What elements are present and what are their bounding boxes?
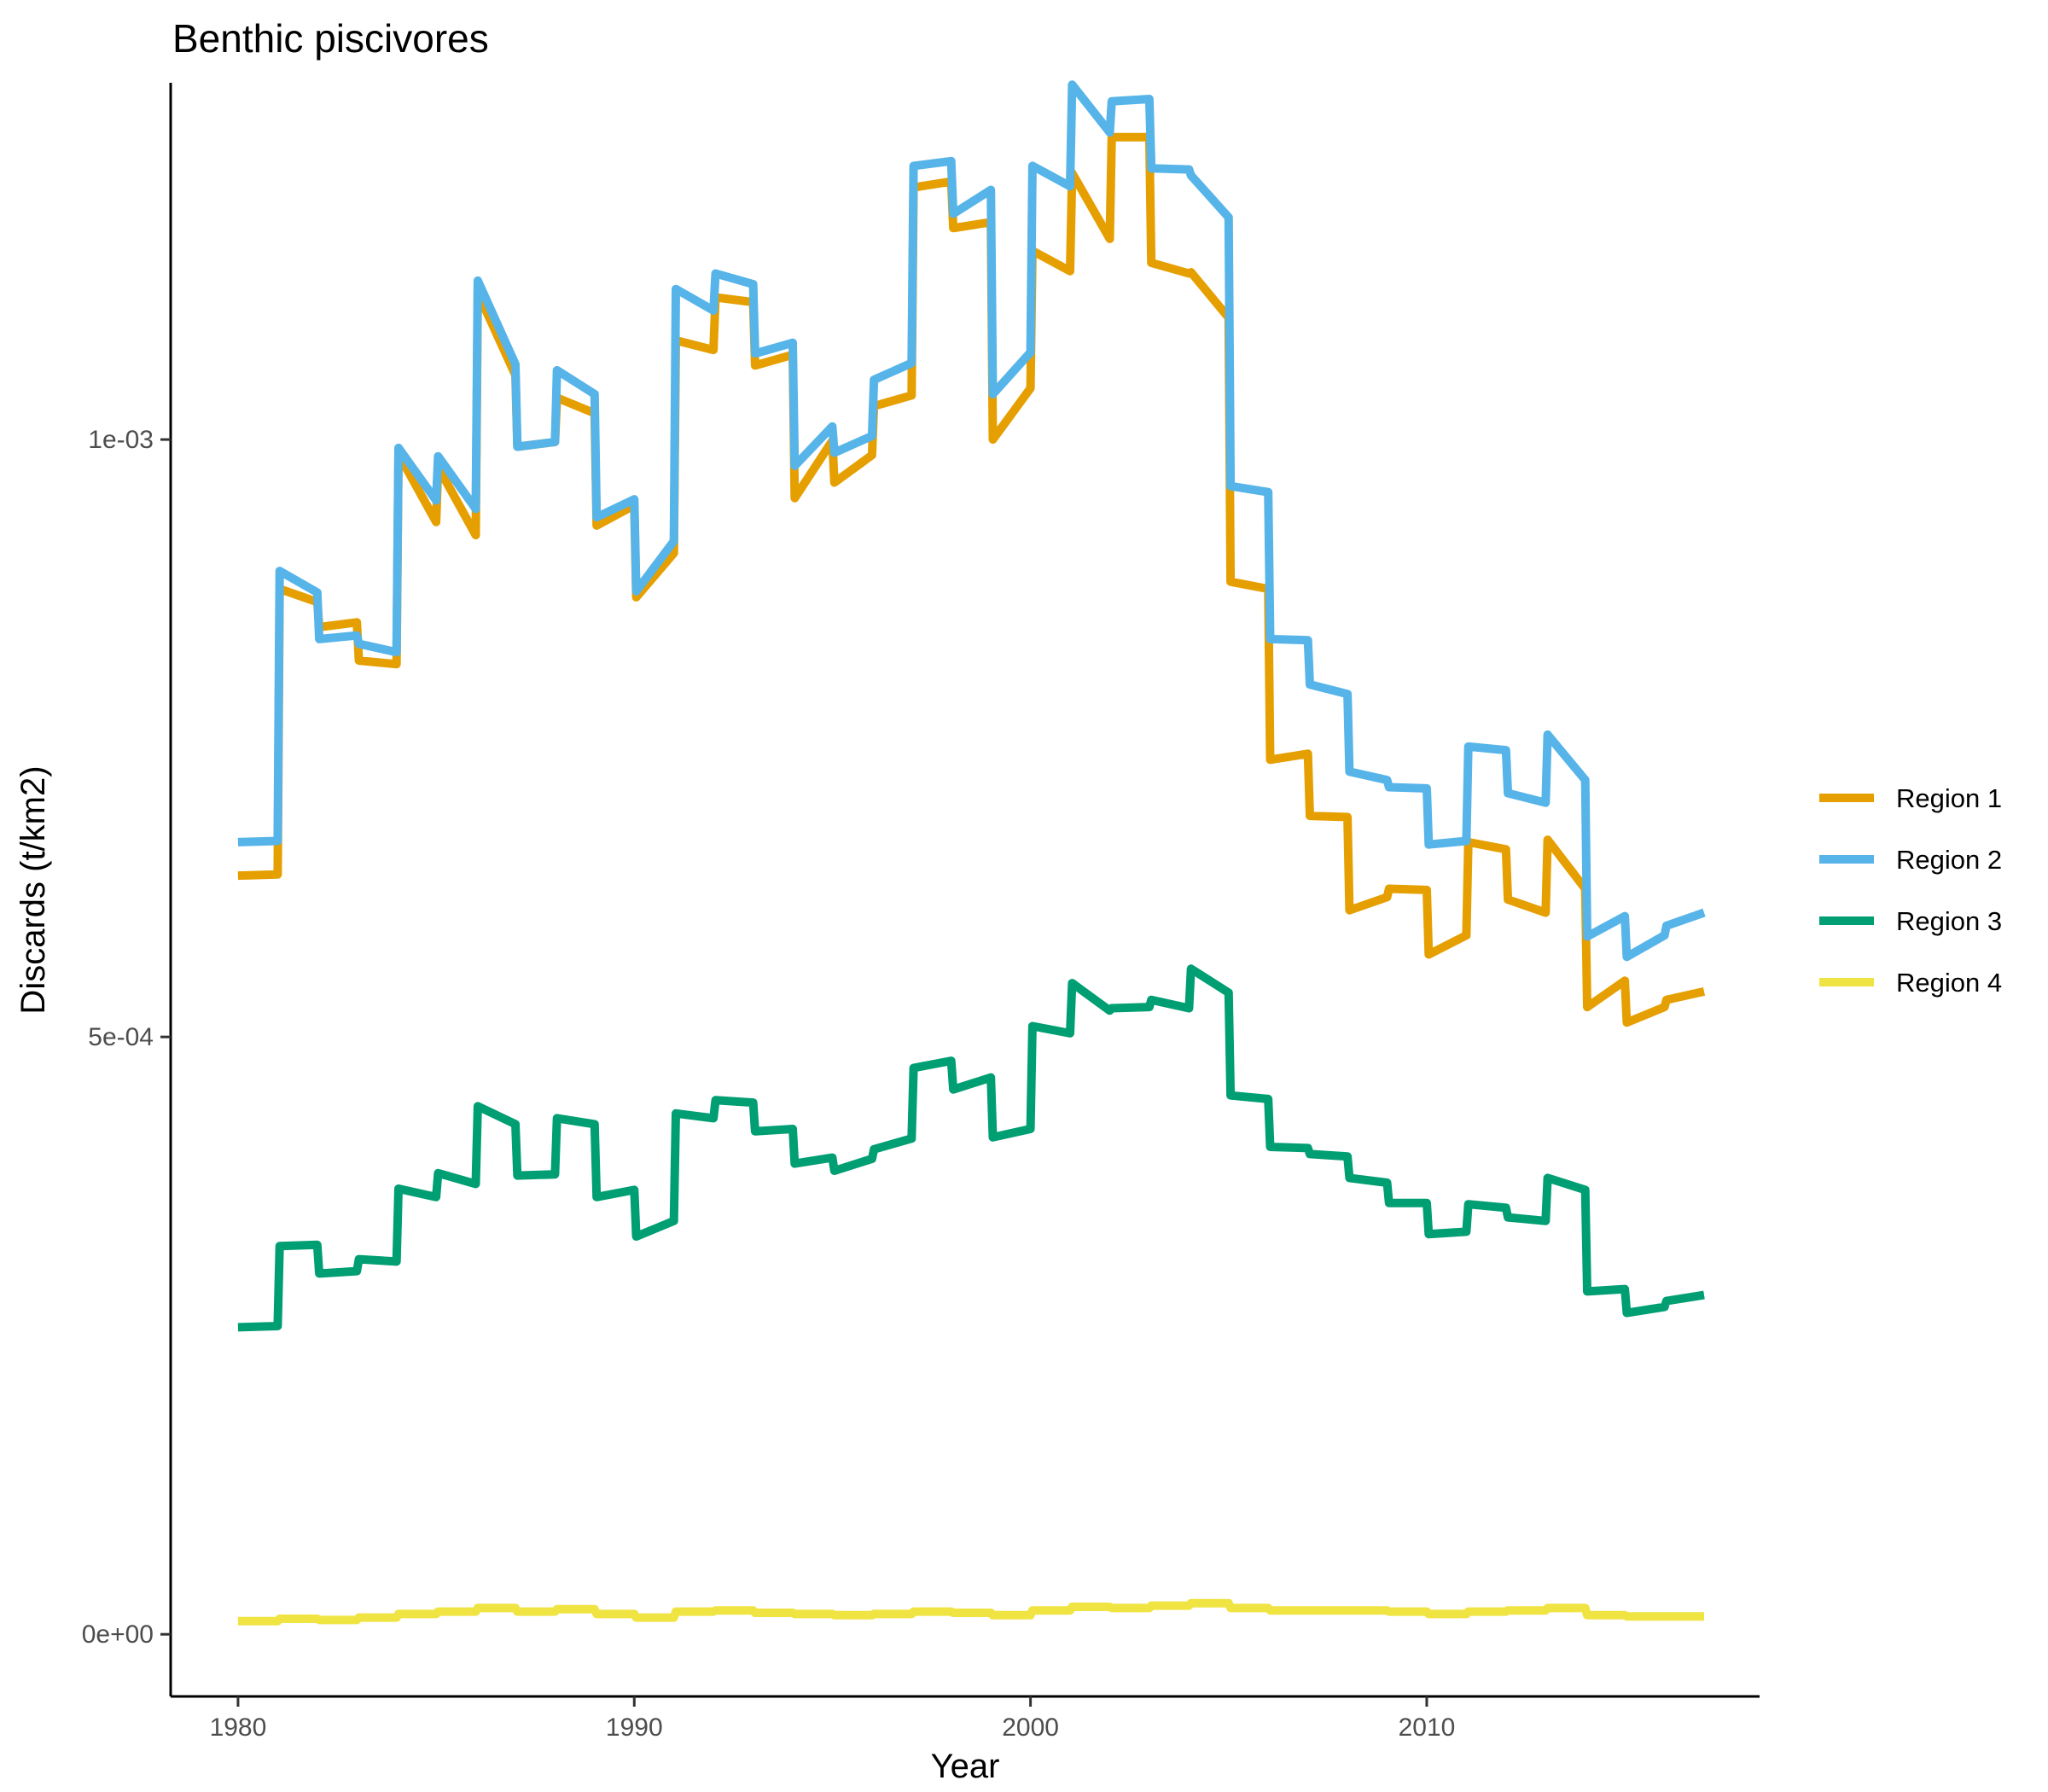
legend-label-1: Region 1: [1896, 783, 2002, 813]
x-ticks: 1980 1990 2000 2010: [210, 1696, 1456, 1742]
x-tick-label: 1980: [210, 1713, 267, 1742]
y-axis-title: Discards (t/km2): [15, 765, 52, 1014]
x-tick-label: 1990: [606, 1713, 663, 1742]
series-line-1: [237, 132, 1706, 1027]
x-tick-label: 2000: [1002, 1713, 1059, 1742]
series-line-3: [237, 964, 1705, 1332]
legend-label-4: Region 4: [1896, 968, 2002, 998]
chart-title: Benthic piscivores: [172, 16, 489, 61]
y-ticks: 0e+00 5e-04 1e-03: [82, 426, 171, 1649]
y-tick-label: 0e+00: [82, 1620, 154, 1649]
legend: Region 1 Region 2 Region 3 Region 4: [1819, 783, 2002, 998]
y-tick-label: 1e-03: [88, 426, 154, 454]
series-layer: [237, 80, 1706, 1626]
series-line-4: [237, 1598, 1704, 1626]
y-tick-label: 5e-04: [88, 1023, 154, 1051]
legend-label-2: Region 2: [1896, 845, 2002, 875]
x-tick-label: 2010: [1399, 1713, 1456, 1742]
legend-label-3: Region 3: [1896, 906, 2002, 936]
x-axis-title: Year: [931, 1748, 1000, 1785]
series-line-2: [237, 80, 1706, 962]
